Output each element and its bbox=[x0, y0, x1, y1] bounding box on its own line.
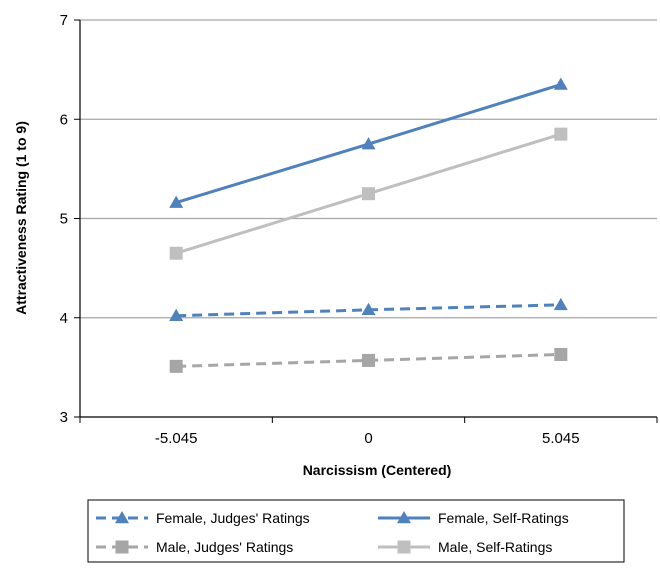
series-0 bbox=[169, 297, 568, 322]
data-point bbox=[361, 137, 376, 150]
tick-labels: 3 4 5 6 7 -5.045 0 5.045 bbox=[60, 12, 580, 447]
legend-label: Male, Judges' Ratings bbox=[156, 539, 293, 555]
y-tick-label: 5 bbox=[60, 211, 68, 228]
data-point bbox=[554, 347, 568, 361]
x-tick-label: -5.045 bbox=[155, 430, 198, 447]
axes bbox=[74, 19, 658, 423]
legend-label: Male, Self-Ratings bbox=[438, 539, 552, 555]
legend-swatch-marker bbox=[397, 511, 411, 524]
legend-swatch-marker bbox=[115, 511, 129, 524]
x-tick-label: 5.045 bbox=[542, 430, 580, 447]
series-group bbox=[169, 77, 568, 373]
legend-item: Male, Self-Ratings bbox=[378, 539, 552, 555]
legend-label: Female, Judges' Ratings bbox=[156, 510, 310, 526]
legend-item: Female, Self-Ratings bbox=[378, 510, 569, 526]
legend: Female, Judges' Ratings Female, Self-Rati… bbox=[87, 499, 625, 563]
y-axis-title: Attractiveness Rating (1 to 9) bbox=[13, 121, 29, 315]
data-point bbox=[169, 195, 184, 208]
x-tick-label: 0 bbox=[364, 430, 372, 447]
legend-item: Female, Judges' Ratings bbox=[96, 510, 310, 526]
series-2 bbox=[169, 347, 568, 373]
y-tick-label: 7 bbox=[60, 12, 68, 29]
legend-label: Female, Self-Ratings bbox=[438, 510, 569, 526]
data-point bbox=[553, 77, 568, 90]
data-point bbox=[553, 297, 568, 311]
data-point bbox=[362, 187, 375, 201]
legend-box bbox=[87, 499, 625, 563]
legend-item: Male, Judges' Ratings bbox=[96, 539, 293, 555]
data-point bbox=[169, 359, 183, 373]
x-axis-title: Narcissism (Centered) bbox=[303, 462, 452, 478]
y-tick-label: 6 bbox=[60, 111, 68, 128]
gridlines bbox=[80, 19, 657, 319]
legend-swatch-marker bbox=[397, 540, 411, 554]
y-tick-label: 4 bbox=[60, 310, 68, 327]
series-3 bbox=[169, 127, 568, 260]
data-point bbox=[169, 308, 184, 322]
legend-swatch-marker bbox=[115, 540, 129, 554]
y-tick-label: 3 bbox=[60, 409, 68, 426]
data-point bbox=[169, 246, 183, 260]
data-point bbox=[554, 127, 568, 141]
data-point bbox=[361, 302, 376, 316]
series-1 bbox=[169, 77, 568, 208]
data-point bbox=[362, 353, 375, 367]
